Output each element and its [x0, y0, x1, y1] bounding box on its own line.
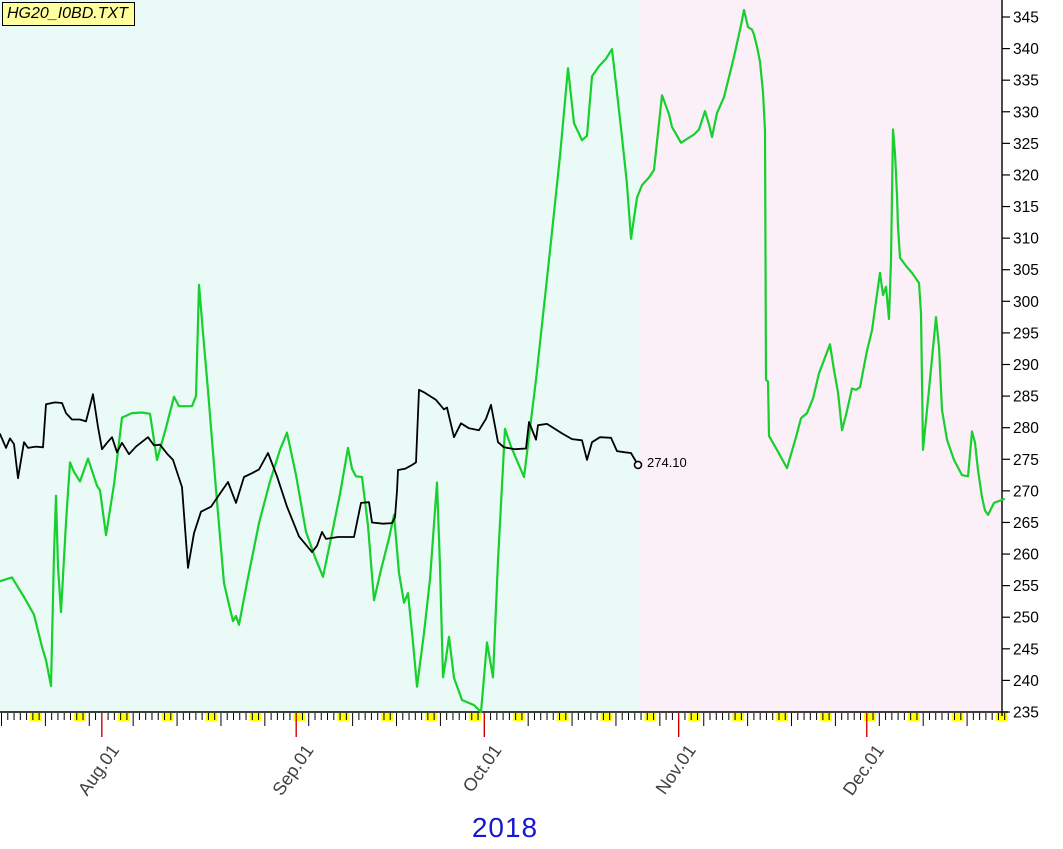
weekend-highlight: [205, 713, 218, 721]
y-tick-label: 280: [1013, 420, 1039, 437]
weekend-highlight: [249, 713, 262, 721]
y-tick-label: 245: [1013, 641, 1039, 658]
month-label: Aug.01: [74, 741, 123, 799]
weekend-highlight: [30, 713, 42, 721]
weekend-highlight: [468, 713, 481, 721]
y-tick-label: 340: [1013, 41, 1039, 58]
history-region: [0, 0, 639, 712]
weekend-highlight: [688, 713, 701, 721]
y-tick-label: 295: [1013, 325, 1039, 342]
year-label: 2018: [471, 812, 539, 843]
y-tick-label: 235: [1013, 705, 1039, 722]
y-tick-label: 300: [1013, 294, 1039, 311]
y-tick-label: 240: [1013, 673, 1039, 690]
series-black-line: [0, 388, 639, 569]
weekend-highlights: [30, 713, 1008, 721]
last-value-marker: [633, 460, 643, 470]
y-axis: 235 240 245 250 255 260 265 270 275 280 285 290 295 3…: [1001, 0, 1039, 722]
symbol-title-box[interactable]: HG20_I0BD.TXT: [2, 2, 135, 26]
series-green-line: [0, 8, 1006, 714]
weekend-highlight: [161, 713, 174, 721]
y-tick-label: 260: [1013, 547, 1039, 564]
y-tick-label: 285: [1013, 389, 1039, 406]
month-label: Nov.01: [652, 741, 700, 798]
weekend-highlight: [556, 713, 569, 721]
weekend-highlight: [425, 713, 437, 721]
weekend-highlight: [117, 713, 130, 721]
month-label: Sep.01: [268, 741, 317, 799]
weekend-highlight: [512, 713, 525, 721]
weekend-highlight: [293, 713, 306, 721]
y-tick-label: 310: [1013, 231, 1039, 248]
weekend-highlight: [381, 713, 394, 721]
y-tick-label: 275: [1013, 452, 1039, 469]
weekend-highlight: [732, 713, 745, 721]
y-tick-label: 270: [1013, 483, 1039, 500]
y-tick-label: 250: [1013, 610, 1039, 627]
weekend-highlight: [73, 713, 86, 721]
y-tick-label: 320: [1013, 167, 1039, 184]
weekend-highlight: [337, 713, 350, 721]
weekend-highlight: [776, 713, 789, 721]
weekend-highlight: [820, 713, 832, 721]
symbol-title-text: HG20_I0BD.TXT: [7, 5, 128, 22]
weekend-highlight: [600, 713, 613, 721]
weekend-highlight: [863, 713, 876, 721]
y-tick-label: 335: [1013, 73, 1039, 90]
y-tick-label: 290: [1013, 357, 1039, 374]
y-tick-label: 325: [1013, 136, 1039, 153]
forecast-region: [639, 0, 1002, 712]
x-axis: [0, 711, 1008, 726]
weekend-highlight: [644, 713, 657, 721]
y-tick-label: 330: [1013, 104, 1039, 121]
month-label: Oct.01: [459, 741, 506, 796]
weekend-highlight: [995, 713, 1008, 721]
y-tick-label: 345: [1013, 10, 1039, 27]
weekend-highlight: [907, 713, 920, 721]
y-tick-label: 265: [1013, 515, 1039, 532]
month-label: Dec.01: [839, 741, 888, 799]
y-tick-label: 315: [1013, 199, 1039, 216]
last-value-label: 274.10: [647, 455, 687, 470]
weekend-highlight: [951, 713, 964, 721]
y-tick-label: 255: [1013, 578, 1039, 595]
month-labels: Aug.01 Sep.01 Oct.01 Nov.01 Dec.01: [74, 713, 888, 799]
y-tick-label: 305: [1013, 262, 1039, 279]
